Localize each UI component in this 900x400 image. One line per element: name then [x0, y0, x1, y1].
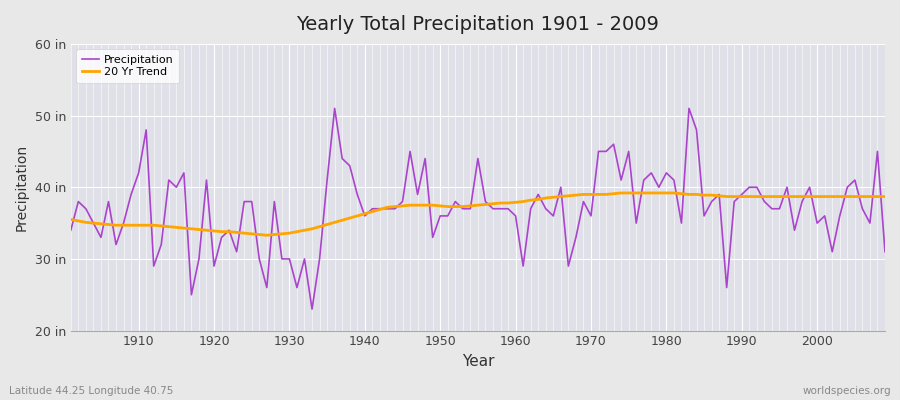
- Precipitation: [329, 106, 340, 111]
- 20 Yr Trend: [66, 217, 77, 222]
- Legend: Precipitation, 20 Yr Trend: Precipitation, 20 Yr Trend: [76, 50, 179, 83]
- 20 Yr Trend: [299, 228, 310, 233]
- 20 Yr Trend: [518, 199, 528, 204]
- 20 Yr Trend: [879, 194, 890, 199]
- Text: Latitude 44.25 Longitude 40.75: Latitude 44.25 Longitude 40.75: [9, 386, 174, 396]
- Line: Precipitation: Precipitation: [71, 108, 885, 309]
- Line: 20 Yr Trend: 20 Yr Trend: [71, 193, 885, 235]
- Y-axis label: Precipitation: Precipitation: [15, 144, 29, 231]
- 20 Yr Trend: [345, 216, 356, 220]
- 20 Yr Trend: [608, 191, 619, 196]
- Precipitation: [352, 192, 363, 197]
- 20 Yr Trend: [126, 223, 137, 228]
- Precipitation: [66, 228, 77, 233]
- 20 Yr Trend: [616, 190, 626, 195]
- Title: Yearly Total Precipitation 1901 - 2009: Yearly Total Precipitation 1901 - 2009: [296, 15, 660, 34]
- 20 Yr Trend: [510, 200, 521, 205]
- Precipitation: [616, 178, 626, 182]
- Precipitation: [126, 192, 137, 197]
- Precipitation: [526, 206, 536, 211]
- Precipitation: [307, 307, 318, 312]
- Text: worldspecies.org: worldspecies.org: [803, 386, 891, 396]
- 20 Yr Trend: [261, 233, 272, 238]
- Precipitation: [879, 249, 890, 254]
- Precipitation: [292, 285, 302, 290]
- Precipitation: [518, 264, 528, 268]
- X-axis label: Year: Year: [462, 354, 494, 369]
